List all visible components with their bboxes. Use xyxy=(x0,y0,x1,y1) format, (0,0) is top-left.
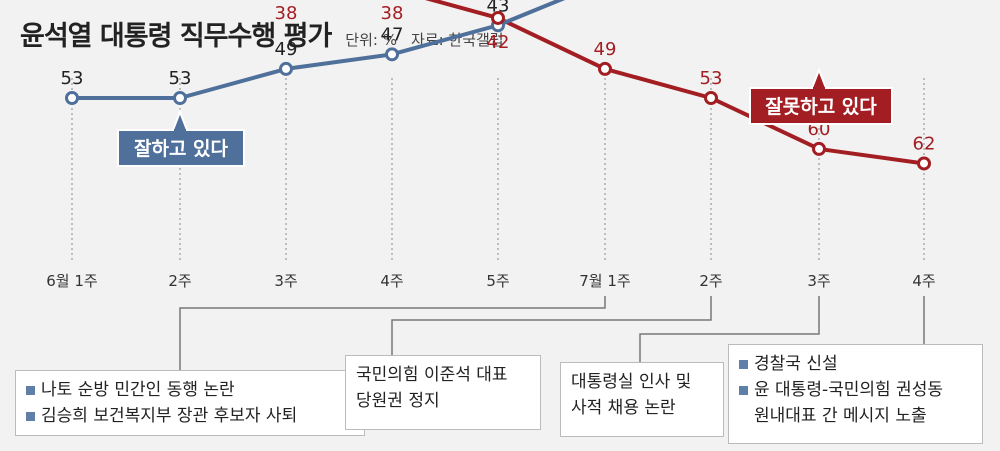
x-tick-label: 7월 1주 xyxy=(579,272,630,290)
negative-value-label: 49 xyxy=(594,39,617,60)
negative-value-label: 42 xyxy=(487,32,510,53)
event-note-item: 나토 순방 민간인 동행 논란 xyxy=(26,377,354,403)
x-tick-label: 2주 xyxy=(168,272,191,290)
event-note-text: 국민의힘 이준석 대표 xyxy=(356,365,508,385)
negative-series-label-box xyxy=(749,87,893,125)
negative-series-label-pointer xyxy=(810,67,828,89)
positive-point xyxy=(279,61,293,76)
header: 윤석열 대통령 직무수행 평가 단위: % 자료: 한국갤럽 xyxy=(20,14,504,53)
negative-value-label: 53 xyxy=(700,68,723,89)
negative-point xyxy=(704,91,718,105)
bullet-icon xyxy=(739,385,748,395)
positive-value-label: 43 xyxy=(487,0,510,16)
event-note-text: 사적 채용 논란 xyxy=(571,398,676,418)
event-note-text: 대통령실 인사 및 xyxy=(571,372,692,392)
event-note-text: 원내대표 간 메시지 노출 xyxy=(754,406,927,426)
event-note-text: 나토 순방 민간인 동행 논란 xyxy=(41,380,235,400)
negative-value-label: 38 xyxy=(381,3,404,24)
positive-series-label-text: 잘하고 있다 xyxy=(134,138,229,160)
negative-point xyxy=(812,141,826,156)
event-note-text: 윤 대통령-국민의힘 권성동 xyxy=(754,380,943,400)
event-note-item: 김승희 보건복지부 장관 후보자 사퇴 xyxy=(26,403,354,429)
positive-point xyxy=(385,47,399,62)
bullet-icon xyxy=(26,385,35,395)
positive-value-label: 49 xyxy=(275,39,298,60)
event-note-item: 국민의힘 이준석 대표 xyxy=(356,362,530,388)
positive-series-label: 잘하고 있다 xyxy=(117,109,245,167)
x-tick-label: 5주 xyxy=(486,272,509,290)
bullet-icon xyxy=(26,411,35,421)
bullet-icon xyxy=(739,359,748,369)
x-tick-label: 6월 1주 xyxy=(46,272,97,290)
negative-value-label: 62 xyxy=(913,133,936,154)
chart-title: 윤석열 대통령 직무수행 평가 xyxy=(20,21,332,52)
x-tick-label: 3주 xyxy=(807,272,830,290)
event-note-item: 대통령실 인사 및 xyxy=(571,369,713,395)
positive-value-label: 47 xyxy=(381,24,404,45)
connector-note-1 xyxy=(179,296,606,370)
event-note-text: 경찰국 신설 xyxy=(754,354,838,374)
positive-point xyxy=(65,91,79,105)
event-note-text: 당원권 정지 xyxy=(356,391,440,411)
event-note-item: 경찰국 신설 xyxy=(739,351,972,377)
negative-point xyxy=(598,61,612,76)
positive-series-label-joint xyxy=(174,129,186,132)
negative-value-label: 38 xyxy=(275,3,298,24)
x-tick-label: 2주 xyxy=(699,272,722,290)
event-note-item: 윤 대통령-국민의힘 권성동 xyxy=(739,377,972,403)
positive-series-label-box xyxy=(117,129,245,167)
event-note-item: 당원권 정지 xyxy=(356,388,530,414)
connector-note-3 xyxy=(639,296,820,362)
connector-note-2 xyxy=(391,296,712,355)
x-tick-label: 3주 xyxy=(274,272,297,290)
event-note-item: 사적 채용 논란 xyxy=(571,395,713,421)
negative-series-label: 잘못하고 있다 xyxy=(749,67,893,125)
event-note-text: 김승희 보건복지부 장관 후보자 사퇴 xyxy=(41,406,298,426)
positive-value-label: 53 xyxy=(61,68,84,89)
negative-series-label-joint xyxy=(813,87,825,90)
x-tick-label: 4주 xyxy=(380,272,403,290)
positive-value-label: 53 xyxy=(169,68,192,89)
negative-point xyxy=(491,10,505,25)
negative-series-label-text: 잘못하고 있다 xyxy=(765,96,877,118)
unit-label: 단위: % xyxy=(345,31,397,49)
event-note-item: 원내대표 간 메시지 노출 xyxy=(739,403,972,429)
negative-point xyxy=(917,156,931,171)
positive-point xyxy=(173,91,187,105)
x-tick-label: 4주 xyxy=(912,272,935,290)
positive-series-label-pointer xyxy=(171,109,189,131)
